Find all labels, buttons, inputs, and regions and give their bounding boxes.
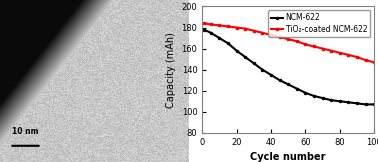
NCM-622 (338, 100, 342, 102)
TiO₂-coated NCM-622 (303, 43, 308, 45)
Legend: NCM-622, TiO₂-coated NCM-622: NCM-622, TiO₂-coated NCM-622 (268, 10, 370, 37)
TiO₂-coated NCM-622 (312, 46, 316, 47)
Line: TiO₂-coated NCM-622: TiO₂-coated NCM-622 (203, 22, 375, 63)
NCM-622 (363, 103, 368, 105)
TiO₂-coated NCM-622 (217, 24, 222, 26)
NCM-622 (202, 29, 206, 31)
TiO₂-coated NCM-622 (372, 61, 376, 63)
TiO₂-coated NCM-622 (209, 23, 213, 25)
TiO₂-coated NCM-622 (202, 22, 206, 24)
NCM-622 (277, 79, 282, 81)
TiO₂-coated NCM-622 (269, 34, 273, 36)
NCM-622 (346, 101, 351, 103)
TiO₂-coated NCM-622 (363, 59, 368, 61)
TiO₂-coated NCM-622 (260, 32, 265, 34)
NCM-622 (320, 97, 325, 99)
NCM-622 (286, 83, 291, 85)
TiO₂-coated NCM-622 (329, 50, 333, 52)
TiO₂-coated NCM-622 (226, 25, 230, 27)
Y-axis label: Capacity (mAh): Capacity (mAh) (166, 32, 176, 108)
TiO₂-coated NCM-622 (338, 52, 342, 54)
NCM-622 (260, 69, 265, 71)
NCM-622 (243, 56, 248, 58)
TiO₂-coated NCM-622 (234, 27, 239, 29)
TiO₂-coated NCM-622 (355, 56, 359, 58)
NCM-622 (252, 62, 256, 64)
NCM-622 (209, 32, 213, 34)
TiO₂-coated NCM-622 (294, 40, 299, 42)
NCM-622 (312, 95, 316, 97)
NCM-622 (372, 103, 376, 105)
Text: 10 nm: 10 nm (12, 127, 39, 136)
NCM-622 (269, 74, 273, 76)
TiO₂-coated NCM-622 (252, 30, 256, 32)
TiO₂-coated NCM-622 (286, 38, 291, 40)
NCM-622 (303, 92, 308, 94)
TiO₂-coated NCM-622 (320, 48, 325, 50)
Line: NCM-622: NCM-622 (203, 29, 375, 105)
X-axis label: Cycle number: Cycle number (251, 152, 326, 162)
TiO₂-coated NCM-622 (346, 54, 351, 56)
NCM-622 (217, 37, 222, 39)
TiO₂-coated NCM-622 (277, 36, 282, 38)
NCM-622 (355, 102, 359, 104)
NCM-622 (226, 42, 230, 44)
NCM-622 (234, 50, 239, 52)
NCM-622 (329, 99, 333, 101)
TiO₂-coated NCM-622 (243, 28, 248, 29)
NCM-622 (294, 88, 299, 90)
